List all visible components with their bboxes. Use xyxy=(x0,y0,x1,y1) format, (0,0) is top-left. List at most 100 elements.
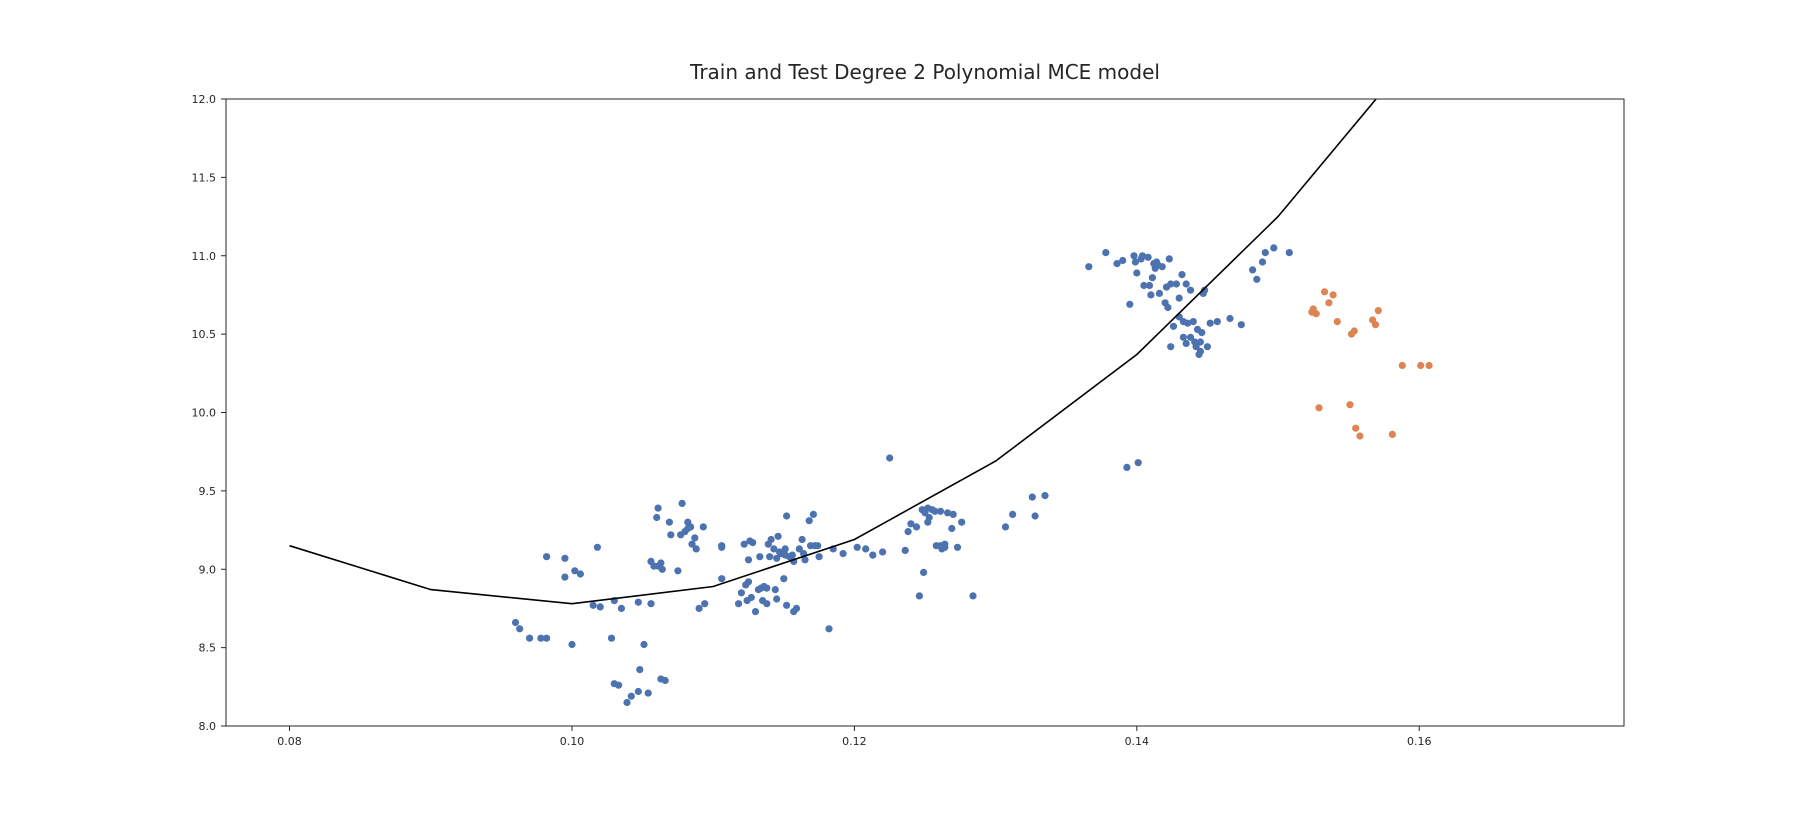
train-point xyxy=(657,559,665,567)
test-point xyxy=(1325,299,1333,307)
train-point xyxy=(1031,512,1039,520)
train-point xyxy=(931,507,939,515)
train-point xyxy=(688,540,696,548)
test-point xyxy=(1329,291,1337,299)
train-point xyxy=(516,625,524,633)
train-point xyxy=(773,595,781,603)
train-point xyxy=(678,499,686,507)
y-tick-label: 11.5 xyxy=(192,171,217,184)
train-point xyxy=(647,600,655,608)
train-point xyxy=(568,640,576,649)
train-point xyxy=(1119,256,1127,265)
train-point xyxy=(1186,333,1195,341)
train-point xyxy=(1145,281,1154,290)
train-point xyxy=(783,601,791,609)
train-point xyxy=(925,513,933,522)
test-point xyxy=(1315,404,1323,412)
train-point xyxy=(751,608,760,616)
train-point xyxy=(634,598,642,606)
train-point xyxy=(1237,321,1245,329)
train-point xyxy=(1126,300,1134,308)
train-point xyxy=(1130,252,1138,260)
train-point xyxy=(1140,281,1148,290)
train-point xyxy=(920,568,928,577)
train-point xyxy=(737,589,746,597)
train-point xyxy=(936,507,945,515)
train-point xyxy=(781,545,789,553)
train-point xyxy=(915,592,924,600)
train-point xyxy=(1258,258,1267,266)
test-point xyxy=(1374,307,1382,315)
train-point xyxy=(770,545,778,553)
test-point xyxy=(1398,361,1406,370)
train-point xyxy=(1213,318,1221,326)
train-point xyxy=(747,593,755,602)
test-point xyxy=(1350,327,1358,335)
train-point xyxy=(1102,249,1110,257)
train-point xyxy=(718,543,726,551)
train-point xyxy=(593,543,602,551)
train-point xyxy=(543,634,551,642)
train-point xyxy=(1041,492,1049,500)
x-tick-label: 0.10 xyxy=(560,735,585,748)
train-point xyxy=(958,518,966,526)
x-tick-label: 0.16 xyxy=(1407,735,1432,748)
train-point xyxy=(795,545,803,553)
train-point xyxy=(1186,286,1195,294)
test-point xyxy=(1321,288,1329,296)
train-point xyxy=(912,523,921,531)
train-point xyxy=(1167,280,1175,288)
train-point xyxy=(511,618,520,627)
train-point xyxy=(1285,249,1293,257)
train-point xyxy=(1165,255,1173,263)
test-point xyxy=(1312,310,1320,318)
train-point xyxy=(809,510,818,518)
train-point xyxy=(949,510,957,518)
y-tick-label: 8.0 xyxy=(199,720,217,733)
train-point xyxy=(1169,322,1178,330)
train-point xyxy=(907,520,915,528)
train-point xyxy=(1164,303,1172,312)
train-point xyxy=(771,586,779,594)
train-point xyxy=(766,553,774,561)
train-point xyxy=(1189,318,1197,326)
train-point xyxy=(1261,249,1269,257)
train-point xyxy=(1196,338,1204,346)
train-point xyxy=(1155,289,1163,297)
x-tick-label: 0.14 xyxy=(1125,735,1150,748)
x-tick-label: 0.12 xyxy=(842,735,867,748)
train-point xyxy=(825,625,833,633)
train-point xyxy=(1148,274,1156,282)
train-point xyxy=(1184,319,1192,327)
chart-title: Train and Test Degree 2 Polynomial MCE m… xyxy=(689,60,1160,84)
train-point xyxy=(798,535,806,544)
train-point xyxy=(636,666,644,674)
train-point xyxy=(904,528,912,536)
test-point xyxy=(1388,430,1396,438)
test-point xyxy=(1352,424,1360,432)
train-point xyxy=(661,676,669,685)
train-point xyxy=(814,542,822,550)
train-point xyxy=(767,535,775,544)
train-point xyxy=(1001,523,1010,531)
train-point xyxy=(692,545,700,553)
train-point xyxy=(1131,258,1139,266)
train-point xyxy=(543,553,551,561)
train-point xyxy=(792,604,801,613)
train-point xyxy=(780,575,788,583)
train-point xyxy=(735,600,743,608)
train-point xyxy=(853,543,861,551)
train-point xyxy=(773,554,781,562)
train-point xyxy=(941,543,949,551)
train-point xyxy=(526,634,534,642)
train-point xyxy=(1270,244,1278,252)
train-point xyxy=(596,603,604,611)
train-point xyxy=(589,601,597,609)
train-point xyxy=(740,540,748,548)
train-point xyxy=(1226,314,1234,323)
train-point xyxy=(1085,263,1093,271)
train-point xyxy=(695,604,703,613)
train-point xyxy=(1172,280,1180,288)
train-point xyxy=(640,640,648,649)
train-point xyxy=(1182,339,1190,348)
